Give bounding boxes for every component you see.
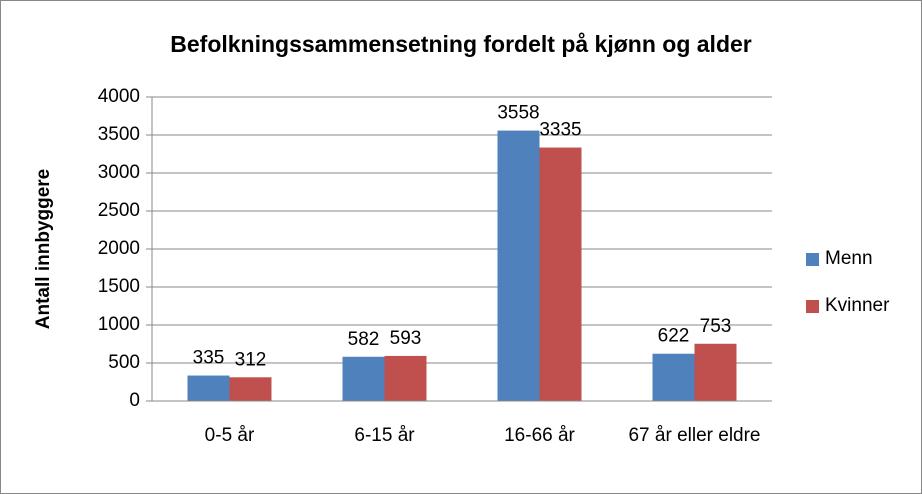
y-axis-label: Antall innbyggere — [33, 169, 54, 329]
bar — [694, 343, 737, 401]
data-label: 3335 — [539, 120, 581, 141]
data-label: 582 — [348, 329, 380, 350]
y-tick-label: 3500 — [98, 124, 140, 145]
data-label: 622 — [658, 326, 690, 347]
x-tick-label: 16-66 år — [504, 425, 575, 446]
x-tick-label: 67 år eller eldre — [628, 425, 761, 446]
y-tick-label: 1500 — [98, 276, 140, 297]
x-tick-label: 6-15 år — [354, 425, 415, 446]
legend-swatch — [806, 300, 819, 313]
chart-title: Befolkningssammensetning fordelt på kjøn… — [170, 31, 752, 57]
bar — [497, 130, 540, 402]
y-tick-label: 2000 — [98, 238, 140, 259]
data-label: 312 — [235, 349, 267, 370]
legend-label: Menn — [825, 248, 873, 269]
y-tick-label: 0 — [129, 390, 140, 411]
legend-label: Kvinner — [825, 295, 890, 316]
x-tick-label: 0-5 år — [204, 425, 255, 446]
data-label: 753 — [700, 316, 732, 337]
bar — [539, 147, 582, 401]
y-tick-label: 3000 — [98, 162, 140, 183]
data-label: 3558 — [497, 103, 539, 124]
bar — [384, 355, 427, 401]
legend-swatch — [806, 253, 819, 266]
bar — [342, 356, 385, 401]
bar — [652, 353, 695, 401]
bar — [187, 375, 230, 401]
data-label: 335 — [193, 348, 225, 369]
data-label: 593 — [390, 328, 422, 349]
y-tick-label: 500 — [108, 352, 140, 373]
y-tick-label: 1000 — [98, 314, 140, 335]
bar — [229, 377, 272, 401]
y-tick-label: 4000 — [98, 86, 140, 107]
y-tick-label: 2500 — [98, 200, 140, 221]
